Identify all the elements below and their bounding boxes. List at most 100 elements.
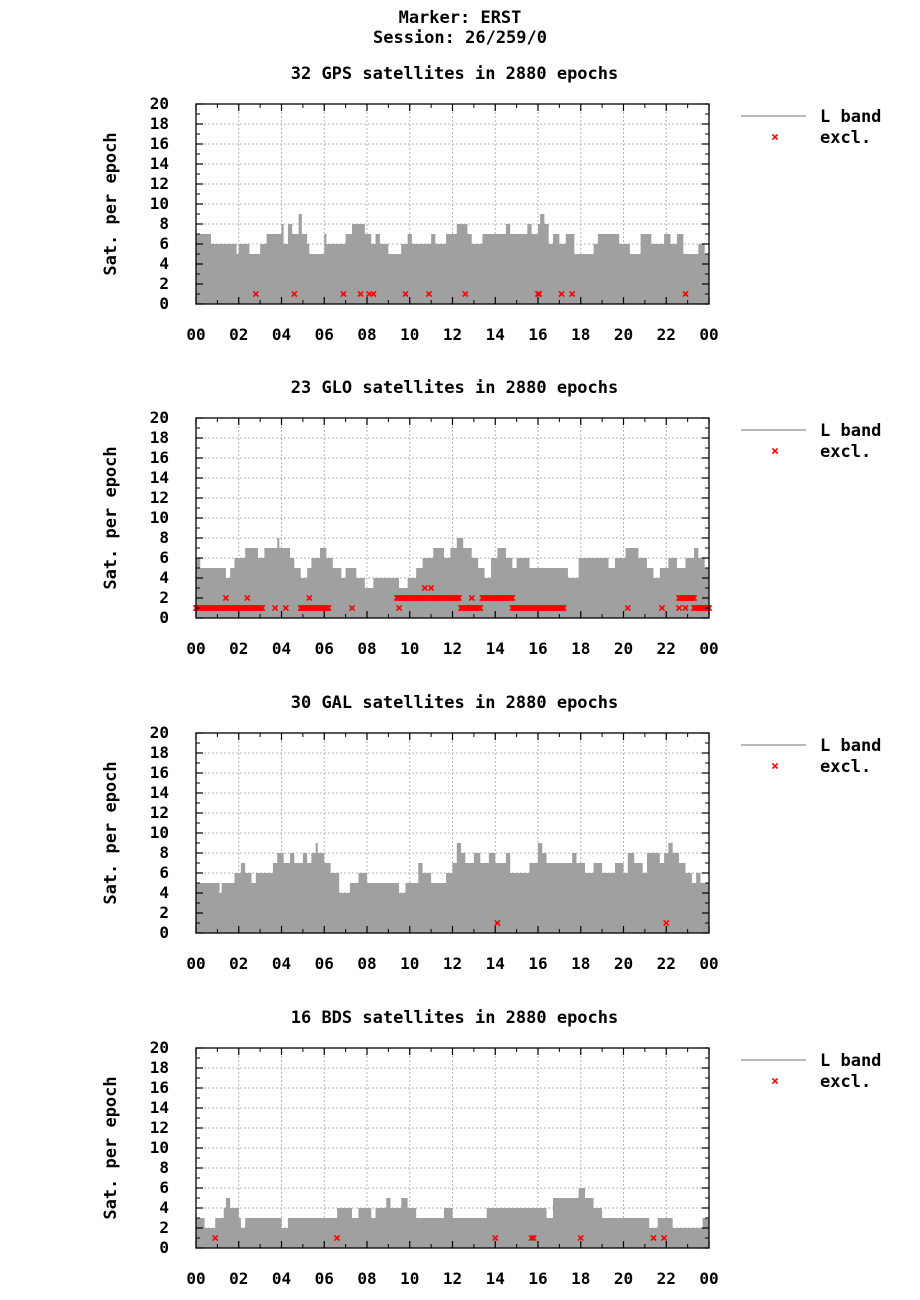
x-tick-label: 00	[186, 325, 205, 344]
chart-title: 30 GAL satellites in 2880 epochs	[291, 693, 619, 713]
excl-point	[370, 290, 377, 298]
y-tick-label: 20	[150, 408, 169, 427]
excl-point	[282, 604, 289, 612]
y-tick-label: 16	[150, 1078, 169, 1097]
excl-point	[421, 584, 428, 592]
excl-point	[650, 1234, 657, 1242]
x-tick-label: 02	[229, 325, 248, 344]
x-tick-label: 12	[443, 954, 462, 973]
y-tick-label: 6	[159, 1178, 169, 1197]
x-tick-label: 08	[357, 1269, 376, 1288]
x-tick-label: 16	[528, 325, 547, 344]
excl-point	[252, 290, 260, 298]
y-tick-label: 16	[150, 448, 169, 467]
legend-excl-swatch	[771, 762, 779, 770]
excl-point	[357, 290, 364, 298]
x-tick-label: 00	[699, 954, 718, 973]
excl-point	[558, 290, 565, 298]
session-label: Session: 26/259/0	[373, 28, 547, 48]
y-tick-label: 0	[159, 608, 169, 627]
y-axis-label: Sat. per epoch	[101, 761, 121, 904]
excl-point	[212, 1234, 219, 1242]
x-tick-label: 20	[614, 325, 633, 344]
excl-point	[690, 594, 698, 602]
excl-point	[658, 604, 666, 612]
y-tick-label: 18	[150, 743, 169, 762]
chart-title: 16 BDS satellites in 2880 epochs	[291, 1008, 619, 1028]
y-tick-label: 4	[159, 1198, 169, 1217]
figure-header: Marker: ERST Session: 26/259/0	[0, 8, 920, 48]
x-tick-label: 08	[357, 325, 376, 344]
x-tick-label: 12	[443, 639, 462, 658]
x-tick-label: 22	[657, 639, 676, 658]
excl-point	[462, 290, 469, 298]
excl-point	[660, 1234, 668, 1242]
x-tick-label: 14	[486, 954, 505, 973]
excl-point	[682, 290, 689, 298]
x-tick-label: 18	[571, 954, 590, 973]
legend-label-lband: L band	[820, 107, 881, 127]
lband-area	[196, 538, 709, 618]
marker-label: Marker: ERST	[398, 8, 522, 28]
y-tick-label: 4	[159, 883, 169, 902]
x-tick-label: 10	[400, 325, 419, 344]
y-tick-label: 4	[159, 568, 169, 587]
x-tick-label: 18	[571, 639, 590, 658]
x-tick-label: 02	[229, 954, 248, 973]
y-tick-label: 20	[150, 723, 169, 742]
x-tick-label: 14	[486, 639, 505, 658]
excl-point	[569, 290, 576, 298]
x-tick-label: 08	[357, 639, 376, 658]
x-tick-label: 20	[614, 954, 633, 973]
x-tick-label: 02	[229, 639, 248, 658]
legend-label-excl: excl.	[820, 1072, 871, 1092]
x-tick-label: 06	[315, 954, 334, 973]
y-tick-label: 14	[150, 468, 169, 487]
chart-panel-3: 16 BDS satellites in 2880 epochs02468101…	[101, 1008, 881, 1288]
excl-point	[395, 604, 403, 612]
y-tick-label: 6	[159, 234, 169, 253]
x-tick-label: 22	[657, 1269, 676, 1288]
excl-point	[682, 604, 689, 612]
excl-point	[455, 594, 463, 602]
y-tick-label: 18	[150, 114, 169, 133]
x-tick-label: 16	[528, 639, 547, 658]
chart-title: 32 GPS satellites in 2880 epochs	[291, 64, 619, 84]
y-tick-label: 10	[150, 194, 169, 213]
y-tick-label: 4	[159, 254, 169, 273]
excl-point	[509, 594, 516, 602]
x-tick-label: 00	[699, 639, 718, 658]
x-tick-label: 06	[315, 1269, 334, 1288]
excl-point	[259, 604, 266, 612]
x-tick-label: 18	[571, 325, 590, 344]
legend-excl-swatch	[771, 133, 779, 141]
excl-point	[477, 604, 484, 612]
lband-area	[196, 843, 709, 933]
chart-panel-2: 30 GAL satellites in 2880 epochs02468101…	[101, 693, 881, 973]
x-tick-label: 16	[528, 954, 547, 973]
x-tick-label: 12	[443, 1269, 462, 1288]
y-tick-label: 8	[159, 1158, 169, 1177]
y-tick-label: 2	[159, 1218, 169, 1237]
x-tick-label: 10	[400, 954, 419, 973]
x-tick-label: 02	[229, 1269, 248, 1288]
excl-point	[271, 604, 279, 612]
y-tick-label: 12	[150, 174, 169, 193]
legend-label-lband: L band	[820, 736, 881, 756]
excl-point	[624, 604, 631, 612]
x-tick-label: 00	[699, 1269, 718, 1288]
x-tick-label: 06	[315, 639, 334, 658]
excl-point	[697, 604, 704, 612]
excl-point	[535, 290, 543, 298]
y-tick-label: 2	[159, 274, 169, 293]
excl-point	[560, 604, 567, 612]
excl-point	[492, 1234, 499, 1242]
y-tick-label: 14	[150, 783, 169, 802]
y-tick-label: 0	[159, 923, 169, 942]
x-tick-label: 08	[357, 954, 376, 973]
chart-panel-0: 32 GPS satellites in 2880 epochs02468101…	[101, 64, 881, 344]
excl-point	[468, 594, 475, 602]
lband-area	[196, 214, 709, 304]
legend-excl-swatch	[771, 1077, 779, 1085]
